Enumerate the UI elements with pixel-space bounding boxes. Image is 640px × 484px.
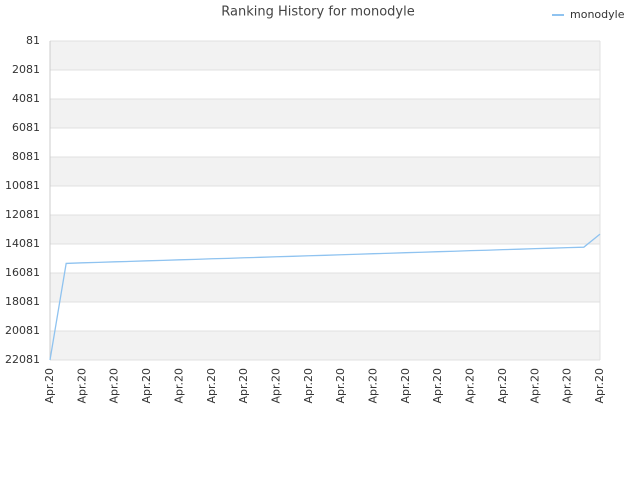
x-tick-label: Apr.20 (205, 368, 218, 404)
legend-label: monodyle (570, 8, 625, 21)
y-tick-label: 10081 (5, 179, 40, 192)
grid-band (50, 157, 600, 186)
x-tick-label: Apr.20 (431, 368, 444, 404)
y-tick-label: 8081 (12, 150, 40, 163)
x-tick-label: Apr.20 (399, 368, 412, 404)
y-tick-label: 4081 (12, 92, 40, 105)
grid-band (50, 331, 600, 360)
x-tick-label: Apr.20 (108, 368, 121, 404)
x-tick-label: Apr.20 (593, 368, 606, 404)
chart-title: Ranking History for monodyle (221, 5, 414, 20)
y-tick-label: 14081 (5, 237, 40, 250)
grid-band (50, 99, 600, 128)
y-tick-label: 81 (26, 34, 40, 47)
x-tick-label: Apr.20 (75, 368, 88, 404)
x-tick-label: Apr.20 (140, 368, 153, 404)
y-tick-label: 2081 (12, 63, 40, 76)
y-tick-label: 16081 (5, 266, 40, 279)
x-tick-label: Apr.20 (464, 368, 477, 404)
grid-band (50, 273, 600, 302)
x-tick-label: Apr.20 (367, 368, 380, 404)
y-tick-label: 6081 (12, 121, 40, 134)
x-tick-label: Apr.20 (172, 368, 185, 404)
x-tick-label: Apr.20 (43, 368, 56, 404)
x-tick-label: Apr.20 (334, 368, 347, 404)
y-tick-label: 20081 (5, 324, 40, 337)
grid-band (50, 215, 600, 244)
x-tick-label: Apr.20 (302, 368, 315, 404)
y-tick-label: 18081 (5, 295, 40, 308)
line (49, 233, 601, 361)
x-tick-label: Apr.20 (496, 368, 509, 404)
y-tick-label: 12081 (5, 208, 40, 221)
grid-band (50, 41, 600, 70)
x-tick-label: Apr.20 (528, 368, 541, 404)
y-tick-label: 22081 (5, 353, 40, 366)
x-tick-label: Apr.20 (269, 368, 282, 404)
x-tick-label: Apr.20 (561, 368, 574, 404)
x-tick-label: Apr.20 (237, 368, 250, 404)
